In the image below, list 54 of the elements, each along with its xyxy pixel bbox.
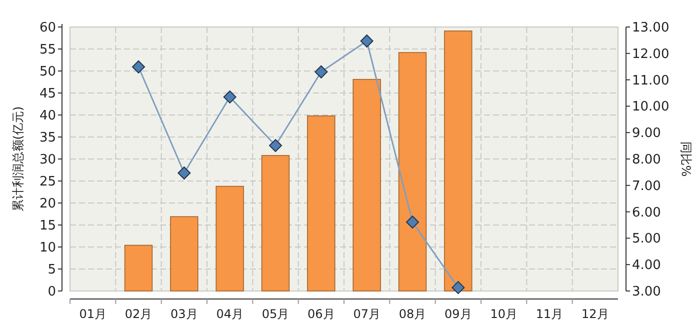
y2-tick-label: 7.00	[632, 178, 661, 194]
y2-tick-label: 12.00	[632, 46, 670, 62]
x-tick-label: 01月	[79, 307, 106, 321]
x-tick-label: 10月	[490, 307, 518, 321]
y2-tick-label: 3.00	[632, 284, 661, 300]
y2-tick-label: 6.00	[632, 205, 661, 220]
y-tick-label: 30	[39, 152, 56, 168]
x-tick-label: 03月	[170, 307, 198, 321]
x-tick-label: 04月	[216, 307, 244, 321]
y-tick-label: 40	[39, 108, 56, 124]
y-tick-label: 45	[39, 86, 56, 102]
y2-tick-label: 13.00	[632, 20, 670, 36]
point	[269, 139, 282, 152]
bar	[216, 186, 244, 292]
x-tick-label: 05月	[262, 307, 290, 321]
point	[452, 281, 465, 294]
bar	[261, 155, 290, 292]
bar	[170, 216, 198, 292]
y2-tick-label: 5.00	[632, 232, 661, 247]
point	[406, 216, 419, 229]
y-tick-label: 5	[48, 262, 56, 278]
x-tick-label: 08月	[398, 307, 426, 321]
x-tick-label: 07月	[353, 307, 380, 321]
y-tick-label: 35	[39, 130, 56, 146]
y2-tick-label: 11.00	[632, 73, 670, 88]
y-tick-label: 25	[39, 174, 56, 190]
point	[314, 65, 328, 78]
y2-tick-label: 9.00	[632, 126, 661, 142]
y2-tick-label: 4.00	[632, 258, 661, 274]
bar	[307, 115, 336, 292]
point	[223, 90, 236, 104]
point	[178, 166, 191, 180]
bar	[398, 52, 427, 292]
y-tick-label: 15	[39, 218, 56, 234]
y-tick-label: 10	[39, 240, 56, 256]
x-tick-label: 02月	[124, 307, 152, 321]
y-tick-label: 0	[48, 284, 56, 300]
y2-tick-label: 10.00	[632, 100, 670, 115]
point	[132, 60, 145, 74]
y-tick-label: 55	[39, 42, 56, 58]
x-tick-label: 06月	[308, 307, 335, 321]
y-tick-label: 60	[39, 20, 56, 36]
point	[360, 34, 374, 48]
y-tick-label: 50	[39, 64, 56, 80]
x-tick-label: 12月	[582, 307, 609, 321]
y2-axis-title: 同比%	[679, 141, 693, 177]
x-tick-label: 11月	[536, 307, 564, 321]
bar	[352, 78, 381, 292]
y-tick-label: 20	[39, 196, 56, 212]
bar	[124, 244, 153, 292]
y2-tick-label: 8.00	[632, 152, 661, 168]
x-tick-label: 09月	[444, 307, 472, 321]
y-axis-title: 累计利润总额(亿元)	[11, 106, 25, 212]
bar	[444, 30, 472, 292]
